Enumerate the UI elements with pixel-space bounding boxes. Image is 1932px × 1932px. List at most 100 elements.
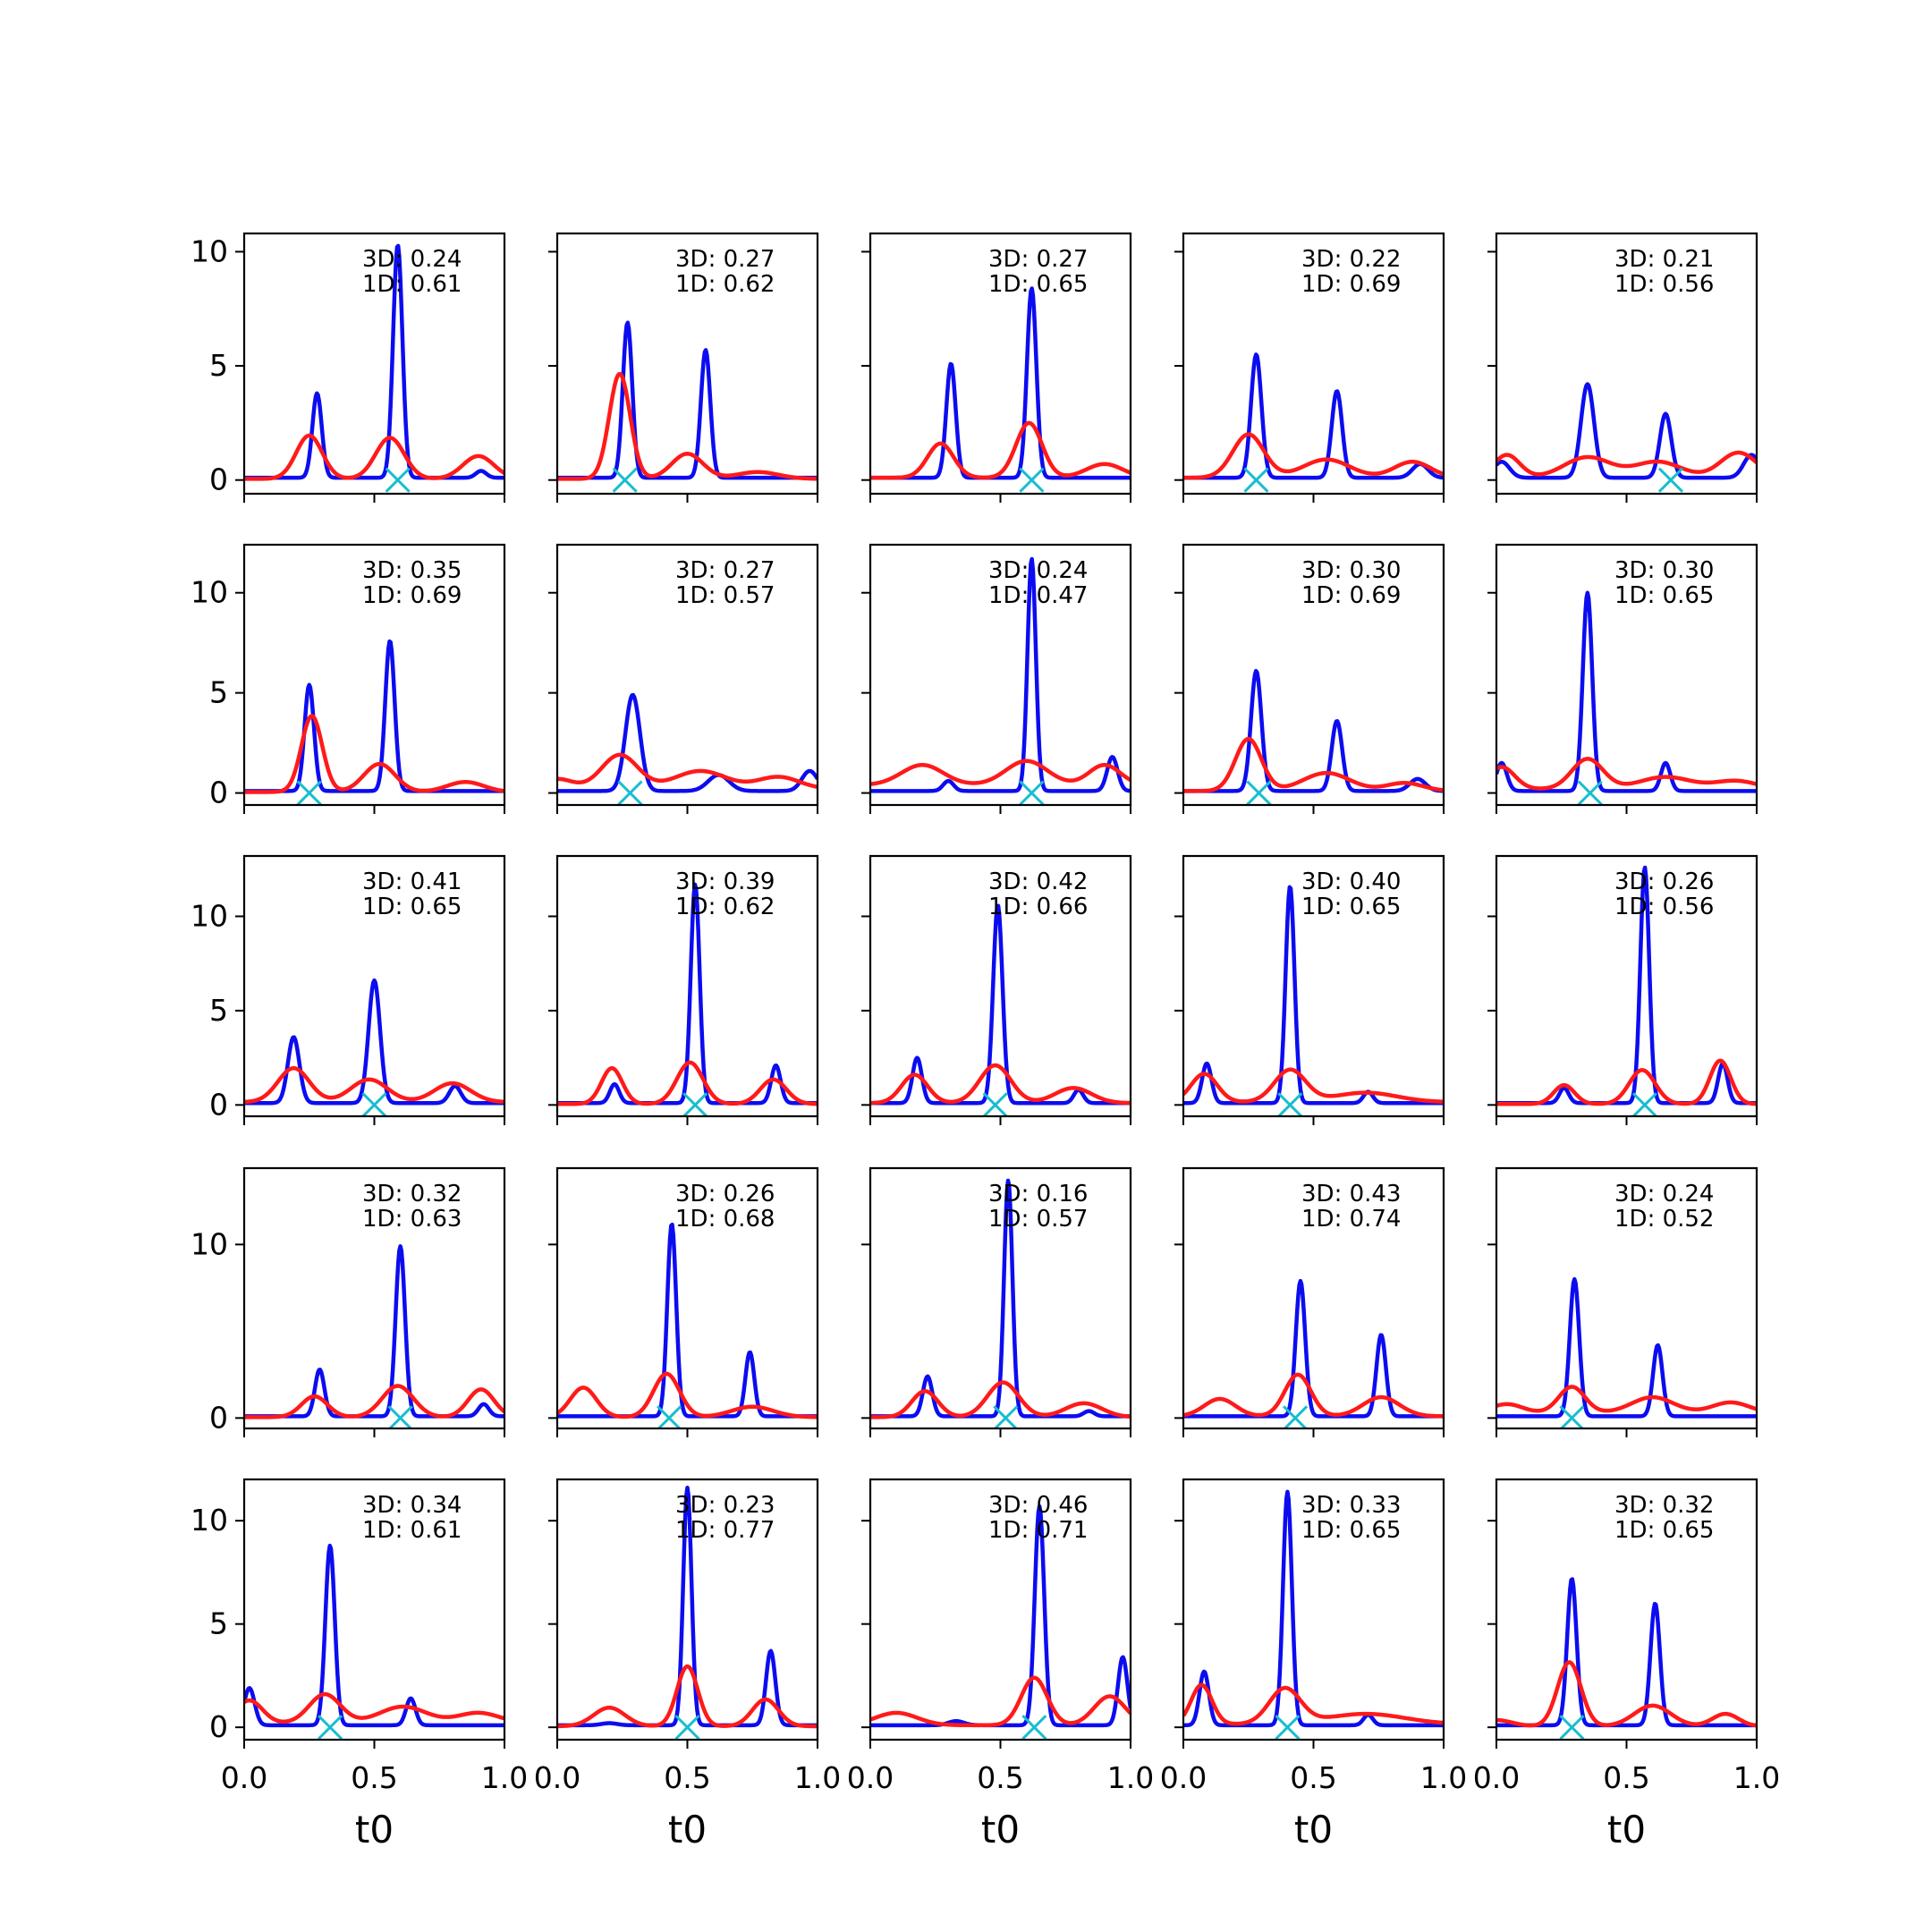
annotation-3d: 3D: 0.24 — [1614, 1181, 1714, 1208]
x-tick-label: 0.0 — [221, 1760, 267, 1795]
x-tick-label: 0.0 — [847, 1760, 894, 1795]
series-3d-line — [870, 556, 1131, 793]
true-t0-marker-b — [612, 467, 638, 493]
series-3d-line — [557, 1485, 818, 1728]
x-tick-label: 0.0 — [534, 1760, 580, 1795]
series-1d-line — [1183, 432, 1444, 480]
series-1d-line — [870, 758, 1131, 786]
x-tick-label: 0.5 — [1290, 1760, 1336, 1795]
annotation-1d: 1D: 0.65 — [1614, 1517, 1714, 1544]
x-tick-label: 0.0 — [1473, 1760, 1520, 1795]
plot-area — [244, 639, 504, 805]
annotation-3d: 3D: 0.43 — [1301, 1181, 1401, 1208]
true-t0-marker-b — [982, 1092, 1008, 1116]
y-tick-label: 0 — [209, 1709, 228, 1744]
annotation-3d: 3D: 0.40 — [1301, 869, 1401, 895]
annotation-1d: 1D: 0.65 — [1301, 894, 1401, 920]
true-t0-marker-b — [617, 780, 643, 805]
annotation-3d: 3D: 0.27 — [675, 246, 775, 273]
plot-area — [870, 903, 1131, 1116]
annotation-3d: 3D: 0.39 — [675, 869, 775, 895]
series-3d-line — [1183, 668, 1444, 793]
true-t0-marker-b — [1277, 1092, 1303, 1116]
annotation-1d: 1D: 0.77 — [675, 1517, 775, 1544]
series-3d-line — [244, 639, 504, 793]
true-t0-marker-b — [1559, 1715, 1585, 1740]
series-1d-line — [1183, 1682, 1444, 1726]
y-tick-label: 10 — [191, 1226, 228, 1261]
annotation-3d: 3D: 0.30 — [1301, 557, 1401, 584]
series-1d-line — [1496, 1660, 1757, 1728]
true-t0-marker-b — [1283, 1405, 1309, 1428]
annotation-3d: 3D: 0.21 — [1614, 246, 1714, 273]
annotation-1d: 1D: 0.62 — [675, 894, 775, 920]
plot-area — [1183, 1278, 1444, 1428]
true-t0-marker-b — [674, 1715, 700, 1740]
plot-area — [1496, 1577, 1757, 1740]
series-3d-line — [1183, 352, 1444, 480]
annotation-1d: 1D: 0.63 — [362, 1206, 462, 1233]
x-axis-label: t0 — [1607, 1808, 1646, 1852]
annotation-1d: 1D: 0.57 — [988, 1206, 1088, 1233]
plot-area — [1183, 885, 1444, 1116]
plot-area — [1183, 352, 1444, 493]
x-tick-label: 1.0 — [481, 1760, 528, 1795]
true-t0-marker-b — [296, 780, 322, 805]
annotation-1d: 1D: 0.61 — [362, 1517, 462, 1544]
annotation-1d: 1D: 0.69 — [1301, 271, 1401, 298]
x-tick-label: 0.0 — [1160, 1760, 1207, 1795]
annotation-1d: 1D: 0.65 — [1614, 582, 1714, 609]
x-axis-label: t0 — [1294, 1808, 1333, 1852]
y-tick-label: 10 — [191, 233, 228, 268]
series-3d-line — [1183, 885, 1444, 1106]
y-tick-label: 5 — [209, 348, 228, 383]
y-tick-label: 10 — [191, 1503, 228, 1538]
annotation-3d: 3D: 0.24 — [988, 557, 1088, 584]
plot-area — [870, 1178, 1131, 1428]
plot-area — [557, 320, 818, 493]
x-tick-label: 1.0 — [1733, 1760, 1780, 1795]
series-1d-line — [1496, 757, 1757, 791]
annotation-1d: 1D: 0.69 — [1301, 582, 1401, 609]
annotation-3d: 3D: 0.22 — [1301, 246, 1401, 273]
true-t0-marker-b — [1657, 467, 1684, 493]
series-1d-line — [870, 1063, 1131, 1106]
annotation-1d: 1D: 0.47 — [988, 582, 1088, 609]
y-tick-label: 0 — [209, 775, 228, 810]
series-1d-line — [1183, 736, 1444, 793]
plot-area — [870, 286, 1131, 493]
plot-area — [244, 243, 504, 493]
x-tick-label: 1.0 — [1107, 1760, 1154, 1795]
y-tick-label: 10 — [191, 575, 228, 610]
true-t0-marker-b — [1243, 467, 1269, 493]
x-tick-label: 1.0 — [794, 1760, 841, 1795]
plot-area — [1496, 382, 1757, 493]
true-t0-marker-b — [1019, 467, 1045, 493]
series-1d-line — [557, 1664, 818, 1729]
series-3d-line — [244, 243, 504, 480]
series-3d-line — [1183, 1278, 1444, 1419]
series-3d-line — [244, 1543, 504, 1728]
annotation-1d: 1D: 0.62 — [675, 271, 775, 298]
annotation-3d: 3D: 0.35 — [362, 557, 462, 584]
x-axis-label: t0 — [668, 1808, 707, 1852]
series-3d-line — [870, 1178, 1131, 1419]
annotation-1d: 1D: 0.57 — [675, 582, 775, 609]
series-1d-line — [244, 1691, 504, 1724]
series-3d-line — [1496, 590, 1757, 793]
x-tick-label: 1.0 — [1420, 1760, 1467, 1795]
